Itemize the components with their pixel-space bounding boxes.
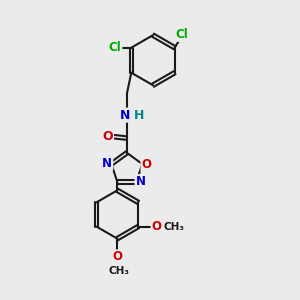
Text: CH₃: CH₃	[108, 266, 129, 276]
Text: O: O	[152, 220, 161, 233]
Text: H: H	[134, 109, 144, 122]
Text: O: O	[141, 158, 152, 171]
Text: O: O	[102, 130, 113, 143]
Text: Cl: Cl	[109, 41, 122, 54]
Text: O: O	[112, 250, 122, 263]
Text: Cl: Cl	[176, 28, 188, 41]
Text: N: N	[102, 157, 112, 170]
Text: CH₃: CH₃	[164, 222, 185, 232]
Text: N: N	[120, 109, 130, 122]
Text: N: N	[136, 175, 146, 188]
